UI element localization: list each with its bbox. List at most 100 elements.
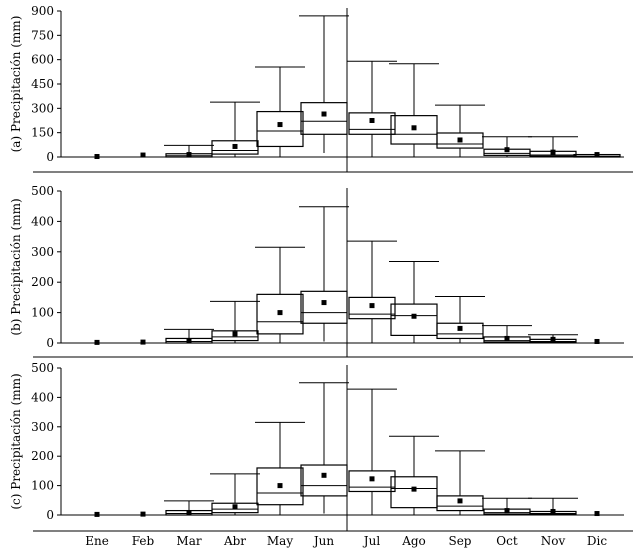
mean-marker bbox=[232, 504, 238, 510]
x-tick-label-mar: Mar bbox=[176, 534, 201, 548]
y-tick-label: 150 bbox=[31, 126, 54, 140]
mean-marker bbox=[411, 125, 417, 131]
panel-c: 0 100 200 300 400 500 (c) Precipitación (mm) bbox=[9, 361, 633, 532]
mean-marker bbox=[321, 111, 327, 117]
mean-marker bbox=[321, 472, 327, 478]
mean-marker bbox=[186, 152, 192, 158]
box-may bbox=[255, 421, 305, 515]
mean-marker bbox=[186, 338, 192, 344]
box-iqr bbox=[256, 467, 304, 506]
mean-marker bbox=[277, 122, 283, 128]
x-tick-label-jul: Jul bbox=[362, 534, 381, 548]
mean-marker bbox=[504, 147, 510, 153]
box-jul bbox=[347, 240, 397, 343]
y-tick-label: 100 bbox=[31, 306, 54, 320]
x-tick-label-ago: Ago bbox=[401, 534, 426, 548]
y-tick-label: 750 bbox=[31, 28, 54, 42]
mean-marker bbox=[369, 118, 375, 123]
box-iqr bbox=[390, 303, 438, 337]
y-tick-label: 400 bbox=[31, 390, 54, 404]
box-feb bbox=[140, 152, 146, 158]
box-abr bbox=[210, 300, 260, 343]
mean-marker bbox=[504, 508, 510, 514]
mean-marker bbox=[504, 335, 510, 341]
box-ene bbox=[94, 154, 100, 160]
box-iqr bbox=[348, 470, 396, 493]
box-jun bbox=[299, 15, 349, 153]
box-iqr bbox=[211, 140, 259, 155]
box-iqr bbox=[300, 464, 348, 497]
mean-marker bbox=[232, 331, 238, 337]
box-iqr bbox=[256, 110, 304, 148]
box-jun bbox=[299, 382, 349, 514]
mean-marker bbox=[186, 510, 192, 516]
box-mar bbox=[164, 144, 214, 158]
box-iqr bbox=[390, 476, 438, 509]
x-tick-label-may: May bbox=[267, 534, 293, 548]
mean-marker bbox=[369, 476, 375, 482]
x-tick-label-abr: Abr bbox=[223, 534, 246, 548]
box-feb bbox=[140, 511, 146, 517]
box-iqr bbox=[300, 102, 348, 135]
x-tick-label-ene: Ene bbox=[85, 534, 109, 548]
box-sep bbox=[435, 295, 485, 343]
box-iqr bbox=[348, 112, 396, 135]
mean-marker bbox=[457, 325, 463, 331]
box-iqr bbox=[436, 132, 484, 149]
box-ago bbox=[389, 63, 439, 157]
box-dic bbox=[594, 338, 600, 344]
mean-marker bbox=[457, 137, 463, 143]
x-tick-label-oct: Oct bbox=[496, 534, 518, 548]
box-oct bbox=[482, 497, 532, 515]
x-tick-label-feb: Feb bbox=[132, 534, 155, 548]
box-iqr bbox=[436, 495, 484, 512]
box-abr bbox=[210, 473, 260, 515]
box-oct bbox=[482, 136, 532, 157]
x-tick-label-sep: Sep bbox=[448, 534, 471, 548]
y-tick-label: 300 bbox=[31, 245, 54, 259]
box-iqr bbox=[390, 115, 438, 145]
box-oct bbox=[482, 325, 532, 343]
box-iqr bbox=[436, 322, 484, 340]
x-tick-label-dic: Dic bbox=[587, 534, 607, 548]
mean-marker bbox=[550, 336, 556, 342]
mean-marker bbox=[232, 143, 238, 149]
y-tick-label: 200 bbox=[31, 449, 54, 463]
box-sep bbox=[435, 104, 485, 157]
box-nov bbox=[528, 497, 578, 516]
mean-marker bbox=[94, 511, 100, 517]
box-iqr bbox=[211, 330, 259, 342]
box-dic bbox=[573, 152, 621, 158]
mean-marker bbox=[369, 303, 375, 309]
mean-marker bbox=[550, 149, 556, 155]
box-jul bbox=[347, 388, 397, 515]
mean-marker bbox=[594, 338, 600, 344]
y-tick-label: 500 bbox=[31, 361, 54, 375]
mean-marker bbox=[140, 339, 146, 345]
box-ago bbox=[389, 435, 439, 515]
y-tick-label: 0 bbox=[46, 150, 54, 164]
y-axis-title: (b) Precipitación (mm) bbox=[9, 198, 23, 335]
mean-marker bbox=[457, 498, 463, 504]
box-iqr bbox=[300, 290, 348, 324]
y-tick-label: 200 bbox=[31, 275, 54, 289]
mean-marker bbox=[594, 152, 600, 158]
box-jul bbox=[347, 60, 397, 157]
box-nov bbox=[528, 136, 578, 157]
y-tick-label: 0 bbox=[46, 336, 54, 350]
box-abr bbox=[210, 101, 260, 157]
box-ene bbox=[94, 339, 100, 345]
box-mar bbox=[164, 500, 214, 516]
y-tick-label: 300 bbox=[31, 420, 54, 434]
panel-a: 0 150 300 450 600 750 900 (a) Precipitación (mm… bbox=[9, 4, 633, 173]
box-iqr bbox=[211, 502, 259, 514]
mean-marker bbox=[411, 313, 417, 319]
y-tick-label: 900 bbox=[31, 4, 54, 18]
mean-marker bbox=[411, 486, 417, 492]
mean-marker bbox=[277, 310, 283, 316]
y-axis-title: (a) Precipitación (mm) bbox=[9, 16, 23, 153]
box-dic bbox=[594, 511, 600, 517]
mean-marker bbox=[140, 152, 146, 158]
box-jun bbox=[299, 206, 349, 342]
y-tick-label: 450 bbox=[31, 77, 54, 91]
